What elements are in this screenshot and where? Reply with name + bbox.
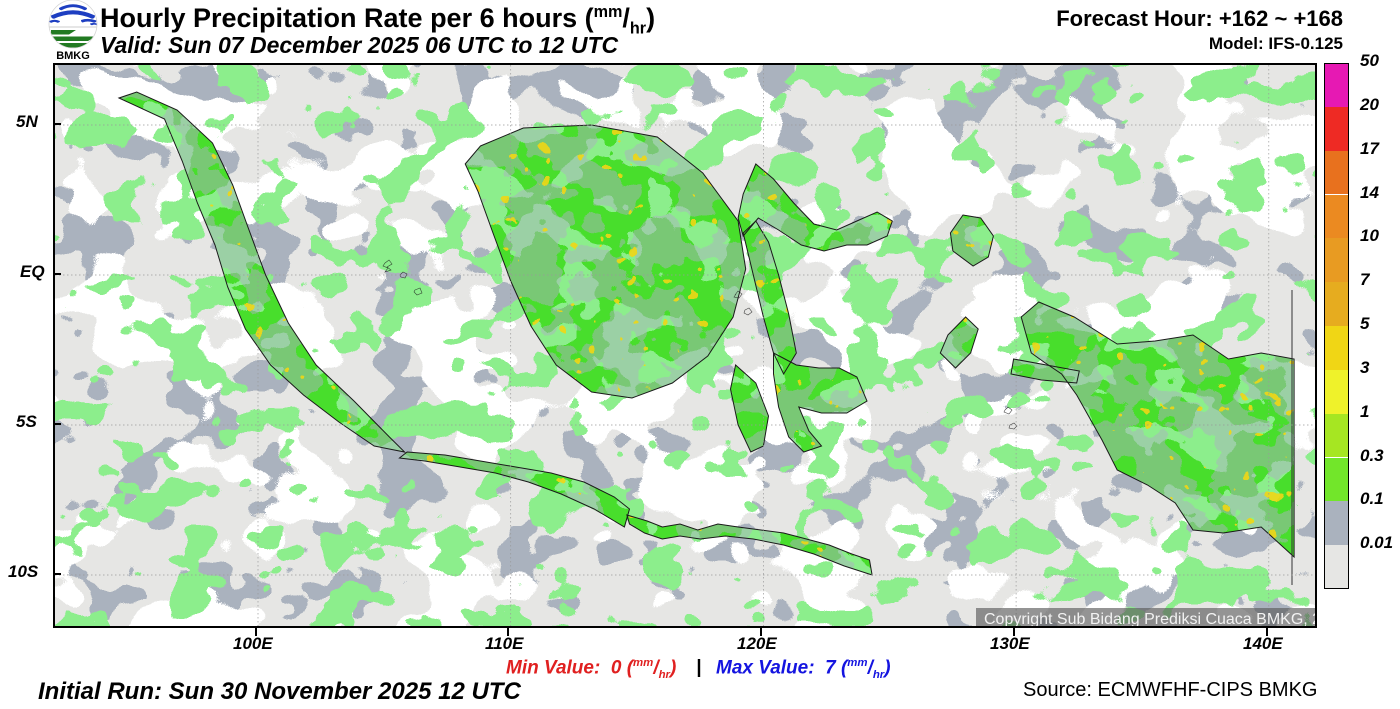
svg-text:BMKG: BMKG	[56, 50, 90, 62]
